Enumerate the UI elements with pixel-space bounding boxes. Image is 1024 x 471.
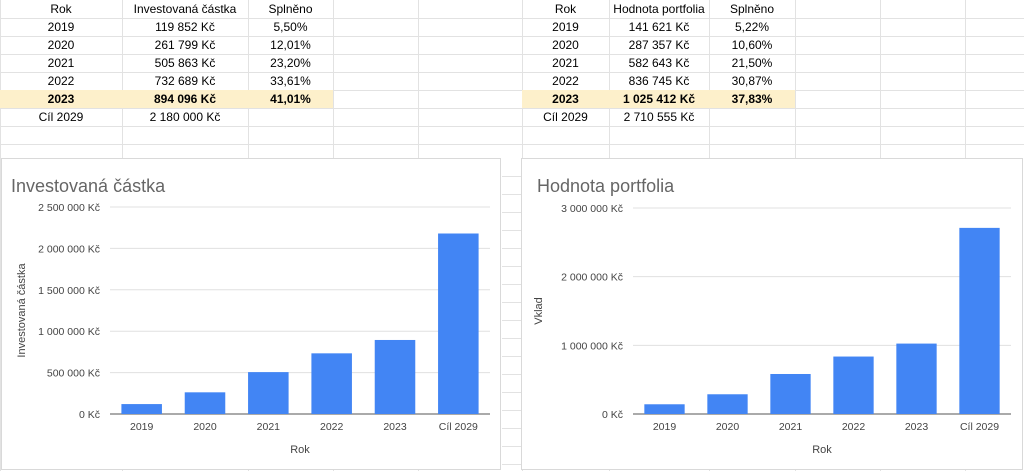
- bar: [707, 394, 748, 414]
- x-tick-label: 2019: [130, 421, 154, 433]
- y-axis-label: Investovaná částka: [16, 263, 28, 358]
- table-cell[interactable]: 2021: [552, 56, 579, 70]
- bar: [959, 227, 1000, 414]
- bar: [248, 372, 289, 414]
- bar: [438, 233, 479, 414]
- header-rok[interactable]: Rok: [554, 2, 577, 16]
- bar: [121, 404, 162, 414]
- table-cell[interactable]: 5,22%: [734, 20, 770, 34]
- table-cell[interactable]: 2 180 000 Kč: [149, 110, 221, 124]
- x-tick-label: 2021: [257, 421, 281, 433]
- highlight-row-left: [0, 90, 333, 108]
- bar: [184, 392, 226, 414]
- table-cell[interactable]: 12,01%: [270, 38, 311, 52]
- chart-hodnota-plot: 0 Kč 1 000 000 Kč 2 000 000 Kč 3 000 000 Kč…: [533, 203, 1011, 456]
- y-tick-label: 2 500 000 Kč: [38, 202, 100, 214]
- table-cell[interactable]: 732 689 Kč: [154, 74, 216, 88]
- table-cell[interactable]: 2 710 555 Kč: [623, 110, 695, 124]
- x-tick-label: Cíl 2029: [439, 421, 478, 433]
- table-cell[interactable]: 119 852 Kč: [155, 20, 215, 34]
- x-tick-label: Cíl 2029: [960, 421, 999, 433]
- table-cell[interactable]: 2021: [47, 56, 75, 70]
- table-cell[interactable]: 582 643 Kč: [628, 56, 690, 70]
- x-tick-label: 2023: [905, 421, 929, 433]
- chart-title: Investovaná částka: [11, 176, 166, 196]
- table-cell[interactable]: 5,50%: [273, 20, 308, 34]
- header-splneno[interactable]: Splněno: [729, 2, 775, 16]
- x-axis-label: Rok: [812, 444, 832, 456]
- x-tick-label: 2019: [653, 421, 677, 433]
- table-cell[interactable]: 1 025 412 Kč: [622, 92, 696, 106]
- table-cell[interactable]: 2019: [47, 20, 75, 34]
- bar: [896, 343, 937, 414]
- header-splneno[interactable]: Splněno: [268, 2, 313, 16]
- table-cell[interactable]: 41,01%: [270, 92, 311, 106]
- chart-title: Hodnota portfolia: [537, 176, 675, 196]
- x-tick-label: 2022: [842, 421, 866, 433]
- table-cell[interactable]: Cíl 2029: [543, 110, 588, 124]
- header-rok[interactable]: Rok: [50, 2, 72, 16]
- y-tick-label: 1 000 000 Kč: [38, 326, 100, 338]
- table-cell[interactable]: 261 799 Kč: [154, 38, 216, 52]
- y-tick-label: 2 000 000 Kč: [561, 272, 623, 284]
- chart-hodnota[interactable]: Hodnota portfolia 0 Kč 1 000 000 Kč 2 000 …: [521, 158, 1023, 470]
- x-tick-label: 2020: [193, 421, 217, 433]
- table-cell[interactable]: 23,20%: [270, 56, 311, 70]
- table-cell[interactable]: 2022: [552, 74, 579, 88]
- table-cell[interactable]: Cíl 2029: [38, 110, 84, 124]
- table-cell[interactable]: 141 621 Kč: [628, 20, 690, 34]
- y-tick-label: 1 500 000 Kč: [38, 285, 100, 297]
- table-cell[interactable]: 30,87%: [731, 74, 773, 88]
- y-tick-label: 0 Kč: [79, 409, 100, 421]
- table-cell[interactable]: 2022: [47, 74, 75, 88]
- highlight-row-right: [522, 90, 795, 108]
- chart-investovana[interactable]: Investovaná částka 0 Kč 500 000 Kč 1 000 0…: [1, 158, 501, 470]
- table-cell[interactable]: 836 745 Kč: [628, 74, 690, 88]
- table-cell[interactable]: 505 863 Kč: [154, 56, 216, 70]
- x-tick-label: 2020: [716, 421, 740, 433]
- chart-investovana-plot: 0 Kč 500 000 Kč 1 000 000 Kč 1 500 000 Kč 2 …: [16, 202, 490, 456]
- table-cell[interactable]: 37,83%: [731, 92, 773, 106]
- table-cell[interactable]: 21,50%: [731, 56, 773, 70]
- bar: [311, 353, 352, 414]
- table-cell[interactable]: 33,61%: [270, 74, 311, 88]
- y-tick-label: 500 000 Kč: [47, 368, 100, 380]
- table-cell[interactable]: 2023: [552, 92, 579, 106]
- y-tick-label: 3 000 000 Kč: [561, 203, 623, 215]
- bar: [644, 404, 685, 414]
- x-tick-label: 2021: [779, 421, 803, 433]
- y-tick-label: 1 000 000 Kč: [561, 340, 623, 352]
- table-cell[interactable]: 2020: [552, 38, 579, 52]
- table-cell[interactable]: 287 357 Kč: [628, 38, 690, 52]
- bar: [833, 356, 874, 414]
- y-axis-label: Vklad: [533, 297, 545, 325]
- table-cell[interactable]: 10,60%: [731, 38, 773, 52]
- table-cell[interactable]: 894 096 Kč: [153, 92, 217, 106]
- bar: [770, 373, 811, 414]
- y-tick-label: 0 Kč: [602, 409, 623, 421]
- bar: [374, 339, 416, 414]
- table-cell[interactable]: 2019: [552, 20, 579, 34]
- header-investovana[interactable]: Investovaná částka: [133, 2, 237, 16]
- x-tick-label: 2022: [320, 421, 344, 433]
- table-cell[interactable]: 2023: [47, 92, 75, 106]
- x-tick-label: 2023: [383, 421, 407, 433]
- header-hodnota[interactable]: Hodnota portfolia: [613, 2, 705, 16]
- y-tick-label: 2 000 000 Kč: [38, 243, 100, 255]
- table-cell[interactable]: 2020: [47, 38, 75, 52]
- x-axis-label: Rok: [290, 444, 310, 456]
